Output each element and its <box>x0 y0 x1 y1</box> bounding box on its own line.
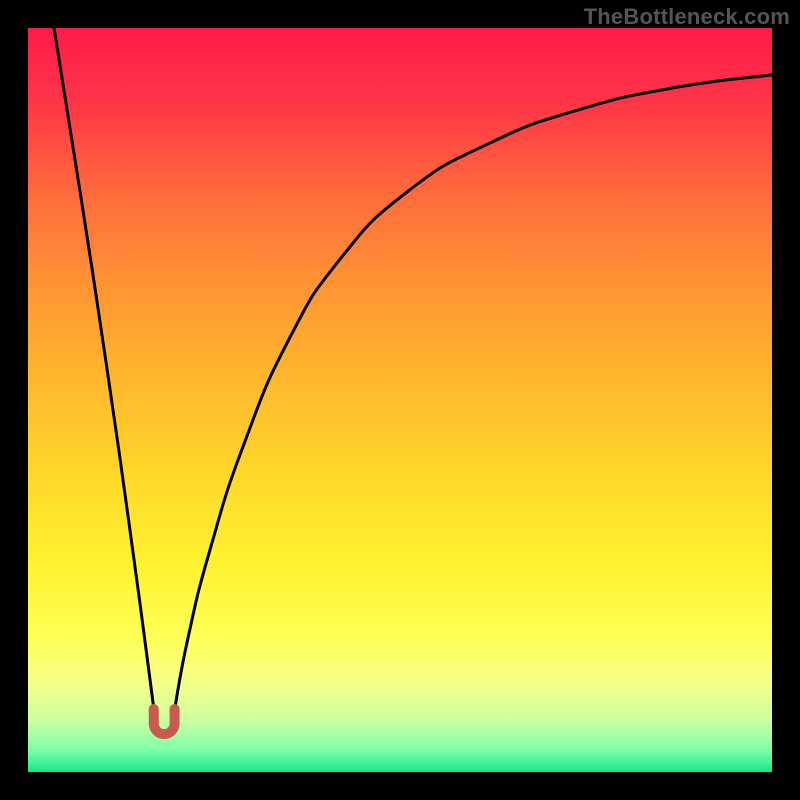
curve-layer <box>28 28 772 772</box>
valley-marker <box>154 709 175 734</box>
watermark-text: TheBottleneck.com <box>584 4 790 30</box>
plot-area <box>28 28 772 772</box>
figure-container: TheBottleneck.com <box>0 0 800 800</box>
bottleneck-curve <box>54 28 772 714</box>
